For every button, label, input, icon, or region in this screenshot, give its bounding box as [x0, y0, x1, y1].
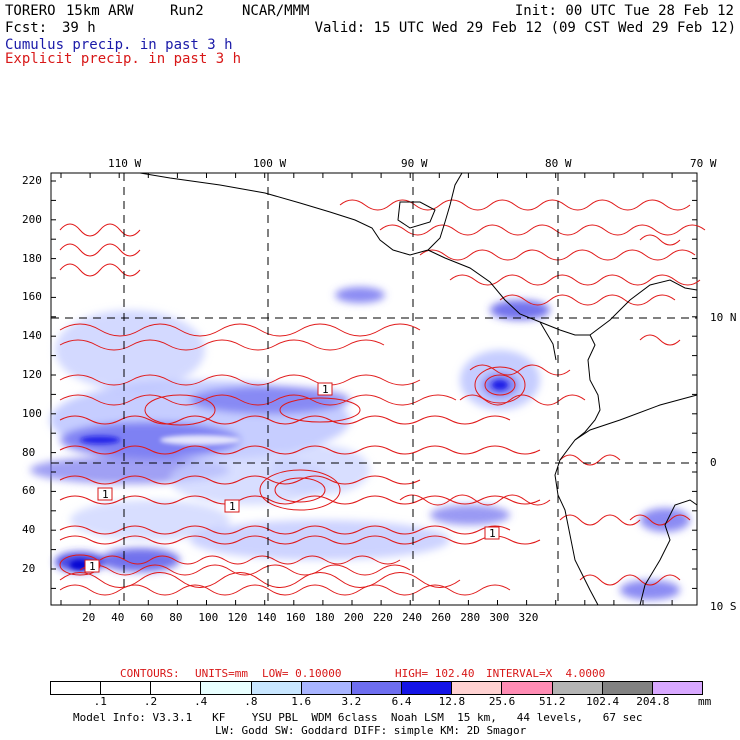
- lat-label-10n: 10 N: [710, 311, 737, 324]
- y-tick-label: 80: [22, 445, 36, 459]
- model-resolution: 15km ARW: [66, 3, 134, 19]
- contour-box-labels: 1 1 1 1 1: [84, 382, 500, 573]
- color-scale-unit: mm: [698, 695, 712, 708]
- x-tick-label: 100: [198, 611, 219, 624]
- forecast-label: Fcst:: [5, 20, 48, 36]
- y-tick-label: 220: [22, 174, 42, 187]
- color-scale-label: 102.4: [585, 695, 620, 708]
- color-scale-label: .8: [244, 695, 258, 708]
- x-tick-label: 180: [314, 611, 335, 624]
- color-scale-label: 25.6: [488, 695, 516, 708]
- lat-label-0: 0: [710, 456, 717, 469]
- axis-ticks: [51, 173, 697, 605]
- y-tick-label: 120: [22, 368, 42, 381]
- color-scale-label: .1: [93, 695, 107, 708]
- color-scale-label: 12.8: [438, 695, 466, 708]
- color-scale-label: .4: [194, 695, 208, 708]
- box-label: 1: [229, 500, 236, 513]
- org-label: NCAR/MMM: [242, 3, 310, 19]
- color-scale-bar: [50, 681, 703, 695]
- color-scale-swatch: [101, 682, 152, 694]
- color-scale-label: 3.2: [341, 695, 362, 708]
- color-scale-swatch: [552, 682, 603, 694]
- x-tick-label: 280: [460, 611, 481, 624]
- color-scale-label: 6.4: [391, 695, 412, 708]
- contours-low: LOW= 0.10000: [262, 667, 342, 680]
- color-scale-label: 204.8: [636, 695, 670, 708]
- explicit-precip-title: Explicit precip. in past 3 h: [5, 51, 242, 67]
- lon-label-80w: 80 W: [545, 157, 572, 170]
- color-scale-swatch: [351, 682, 403, 694]
- y-tick-label: 60: [22, 484, 36, 498]
- run-label: Run2: [170, 3, 204, 19]
- contours-high: HIGH= 102.40: [395, 667, 475, 680]
- x-tick-label: 60: [140, 611, 154, 624]
- lon-label-90w: 90 W: [401, 157, 428, 170]
- y-tick-label: 100: [22, 406, 42, 420]
- cumulus-precip-title: Cumulus precip. in past 3 h: [5, 37, 233, 53]
- color-scale-swatch: [251, 682, 302, 694]
- y-tick-label: 160: [22, 290, 42, 304]
- color-scale-swatch: [502, 682, 553, 694]
- model-physics: LW: Godd SW: Goddard DIFF: simple KM: 2D…: [215, 724, 527, 737]
- box-label: 1: [489, 527, 496, 540]
- lon-label-70w: 70 W: [690, 157, 717, 170]
- x-tick-label: 80: [169, 611, 183, 624]
- explicit-precip-contours: [59, 199, 706, 596]
- cumulus-shading: [30, 287, 690, 600]
- x-tick-label: 140: [256, 611, 277, 624]
- box-label: 1: [89, 560, 96, 573]
- coastlines: [139, 172, 698, 606]
- contours-interval: INTERVAL=X 4.0000: [486, 667, 606, 680]
- color-scale-swatch: [301, 682, 352, 694]
- color-scale-label: 51.2: [539, 695, 566, 708]
- x-tick-label: 200: [343, 611, 364, 624]
- lon-label-100w: 100 W: [253, 157, 287, 170]
- color-scale-swatch: [201, 682, 252, 694]
- y-tick-label: 20: [22, 562, 36, 575]
- y-tick-label: 180: [22, 251, 42, 265]
- contours-units: UNITS=mm: [195, 667, 248, 680]
- color-scale-label: .2: [143, 695, 158, 708]
- contours-title: CONTOURS:: [120, 667, 180, 680]
- init-time: Init: 00 UTC Tue 28 Feb 12: [514, 3, 734, 19]
- y-tick-label: 140: [22, 329, 42, 343]
- valid-time: Valid: 15 UTC Wed 29 Feb 12 (09 CST Wed …: [314, 20, 736, 36]
- color-scale-swatch: [51, 682, 102, 694]
- box-label: 1: [322, 383, 329, 396]
- x-tick-label: 160: [285, 611, 306, 624]
- color-scale-swatch: [602, 682, 653, 694]
- y-tick-label: 200: [22, 212, 42, 226]
- graticule: [51, 173, 697, 605]
- x-tick-label: 20: [82, 611, 96, 624]
- y-tick-label: 40: [22, 523, 36, 537]
- x-tick-label: 320: [518, 611, 539, 624]
- color-scale-swatch: [402, 682, 453, 694]
- lon-label-110w: 110 W: [108, 157, 142, 170]
- box-label: 1: [102, 488, 109, 501]
- model-name: TORERO: [5, 3, 56, 19]
- color-scale-swatch: [151, 682, 202, 694]
- x-tick-label: 240: [402, 611, 422, 624]
- forecast-hours: 39 h: [62, 20, 96, 36]
- x-tick-label: 40: [111, 611, 125, 624]
- model-info: Model Info: V3.3.1 KF YSU PBL WDM 6class…: [73, 711, 643, 724]
- color-scale-swatch: [652, 682, 703, 694]
- x-tick-label: 220: [373, 611, 393, 624]
- x-tick-label: 300: [489, 611, 510, 624]
- color-scale-swatch: [452, 682, 503, 694]
- x-tick-label: 120: [227, 611, 248, 624]
- color-scale-label: 1.6: [291, 695, 312, 708]
- x-tick-label: 260: [431, 611, 452, 624]
- lat-label-10s: 10 S: [710, 600, 737, 613]
